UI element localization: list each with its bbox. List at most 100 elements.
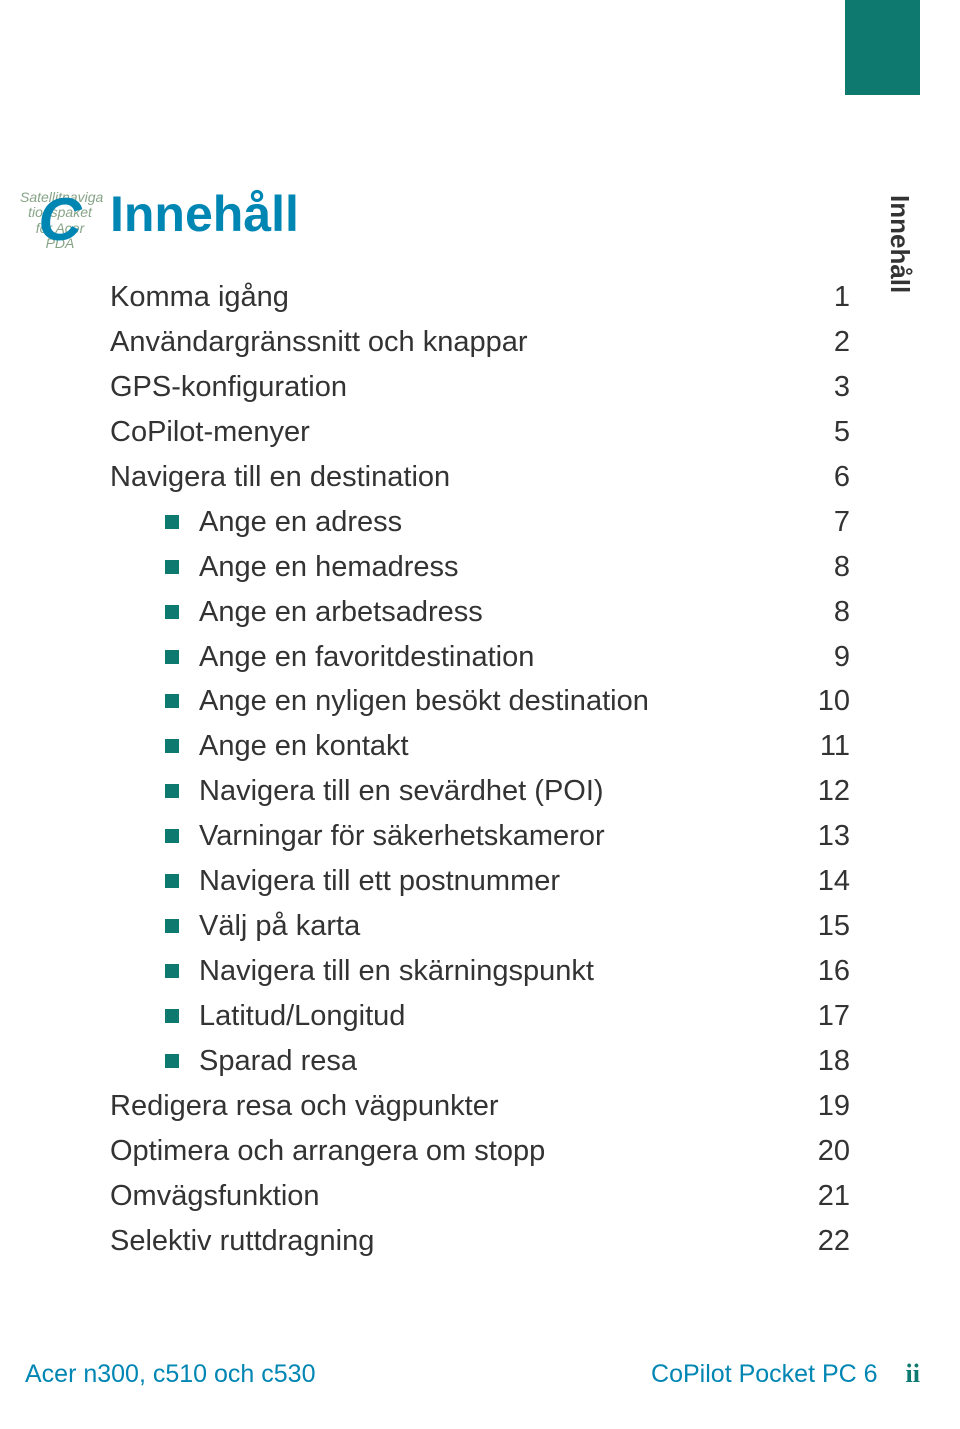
- toc-entry-label-wrap: Navigera till en sevärdhet (POI): [165, 769, 604, 814]
- toc-entry-label: Ange en arbetsadress: [199, 590, 483, 635]
- toc-entry-label: Omvägsfunktion: [110, 1174, 320, 1219]
- product-logo: Satellitnaviga tionspaket för Acer PDA C: [20, 190, 100, 250]
- toc-entry[interactable]: Ange en nyligen besökt destination10: [110, 679, 850, 724]
- toc-entry-label: Navigera till ett postnummer: [199, 859, 560, 904]
- toc-entry-label: GPS-konfiguration: [110, 365, 347, 410]
- toc-entry[interactable]: Omvägsfunktion 21: [110, 1174, 850, 1219]
- toc-entry-page: 16: [818, 949, 850, 994]
- square-bullet-icon: [165, 560, 179, 574]
- toc-entry-label-wrap: Ange en favoritdestination: [165, 635, 534, 680]
- toc-entry-label-wrap: Ange en arbetsadress: [165, 590, 483, 635]
- toc-entry-label-wrap: Sparad resa: [165, 1039, 357, 1084]
- toc-entry-page: 14: [818, 859, 850, 904]
- toc-entry[interactable]: Selektiv ruttdragning 22: [110, 1219, 850, 1264]
- toc-entry[interactable]: Ange en kontakt 11: [110, 724, 850, 769]
- toc-entry-page: 1: [834, 275, 850, 320]
- square-bullet-icon: [165, 650, 179, 664]
- toc-entry-label-wrap: Navigera till ett postnummer: [165, 859, 560, 904]
- square-bullet-icon: [165, 1009, 179, 1023]
- toc-entry[interactable]: Optimera och arrangera om stopp 20: [110, 1129, 850, 1174]
- toc-entry-label: Ange en favoritdestination: [199, 635, 534, 680]
- toc-entry-label: Redigera resa och vägpunkter: [110, 1084, 499, 1129]
- toc-entry-label-wrap: CoPilot-menyer: [110, 410, 310, 455]
- toc-entry[interactable]: Ange en arbetsadress 8: [110, 590, 850, 635]
- footer-page-number: ii: [906, 1359, 920, 1389]
- footer-right-block: CoPilot Pocket PC 6 ii: [651, 1359, 920, 1389]
- square-bullet-icon: [165, 874, 179, 888]
- toc-entry-label-wrap: Ange en adress: [165, 500, 402, 545]
- toc-entry-page: 7: [834, 500, 850, 545]
- toc-entry[interactable]: Användargränssnitt och knappar 2: [110, 320, 850, 365]
- page-title: Innehåll: [110, 185, 299, 243]
- toc-entry[interactable]: Ange en adress 7: [110, 500, 850, 545]
- toc-entry-label: Ange en hemadress: [199, 545, 459, 590]
- square-bullet-icon: [165, 605, 179, 619]
- toc-entry-label: Latitud/Longitud: [199, 994, 405, 1039]
- square-bullet-icon: [165, 829, 179, 843]
- toc-entry-label-wrap: Användargränssnitt och knappar: [110, 320, 528, 365]
- toc-entry-label: Navigera till en skärningspunkt: [199, 949, 594, 994]
- toc-entry-label: Navigera till en destination: [110, 455, 450, 500]
- toc-entry[interactable]: Välj på karta 15: [110, 904, 850, 949]
- toc-entry[interactable]: GPS-konfiguration 3: [110, 365, 850, 410]
- toc-entry-label-wrap: GPS-konfiguration: [110, 365, 347, 410]
- toc-entry-label-wrap: Ange en nyligen besökt destination: [165, 679, 649, 724]
- toc-entry-label-wrap: Ange en hemadress: [165, 545, 459, 590]
- toc-entry-label-wrap: Komma igång: [110, 275, 289, 320]
- toc-entry-page: 19: [818, 1084, 850, 1129]
- toc-entry-page: 2: [834, 320, 850, 365]
- toc-entry[interactable]: Komma igång 1: [110, 275, 850, 320]
- toc-entry[interactable]: Redigera resa och vägpunkter 19: [110, 1084, 850, 1129]
- toc-entry[interactable]: Ange en favoritdestination 9: [110, 635, 850, 680]
- toc-entry[interactable]: Navigera till en skärningspunkt 16: [110, 949, 850, 994]
- toc-entry-page: 6: [834, 455, 850, 500]
- toc-entry-page: 11: [820, 724, 850, 769]
- square-bullet-icon: [165, 919, 179, 933]
- square-bullet-icon: [165, 739, 179, 753]
- toc-entry-label: Sparad resa: [199, 1039, 357, 1084]
- toc-entry-page: 9: [834, 635, 850, 680]
- toc-entry-label-wrap: Navigera till en skärningspunkt: [165, 949, 594, 994]
- toc-entry-page: 15: [818, 904, 850, 949]
- toc-entry[interactable]: Navigera till en destination 6: [110, 455, 850, 500]
- toc-entry-page: 21: [818, 1174, 850, 1219]
- toc-entry-label-wrap: Navigera till en destination: [110, 455, 450, 500]
- toc-entry-label-wrap: Varningar för säkerhetskameror: [165, 814, 605, 859]
- logo-letter: C: [20, 190, 100, 250]
- toc-entry-page: 17: [818, 994, 850, 1039]
- toc-entry-page: 8: [834, 590, 850, 635]
- corner-tab: [845, 0, 920, 95]
- toc-entry-page: 20: [818, 1129, 850, 1174]
- toc-entry[interactable]: CoPilot-menyer 5: [110, 410, 850, 455]
- toc-entry-page: 12: [818, 769, 850, 814]
- page-footer: Acer n300, c510 och c530 CoPilot Pocket …: [25, 1359, 920, 1389]
- toc-entry-label: Selektiv ruttdragning: [110, 1219, 374, 1264]
- toc-entry[interactable]: Navigera till ett postnummer 14: [110, 859, 850, 904]
- toc-entry-label: Ange en adress: [199, 500, 402, 545]
- toc-entry-label: Optimera och arrangera om stopp: [110, 1129, 545, 1174]
- toc-entry[interactable]: Navigera till en sevärdhet (POI) 12: [110, 769, 850, 814]
- toc-entry-label: Användargränssnitt och knappar: [110, 320, 528, 365]
- toc-entry[interactable]: Sparad resa 18: [110, 1039, 850, 1084]
- toc-entry-page: 3: [834, 365, 850, 410]
- toc-entry-label: Ange en kontakt: [199, 724, 409, 769]
- toc-entry-page: 8: [834, 545, 850, 590]
- square-bullet-icon: [165, 1054, 179, 1068]
- toc-entry[interactable]: Ange en hemadress 8: [110, 545, 850, 590]
- toc-entry-label: Välj på karta: [199, 904, 360, 949]
- toc-entry-label: CoPilot-menyer: [110, 410, 310, 455]
- table-of-contents: Komma igång1Användargränssnitt och knapp…: [110, 275, 850, 1264]
- toc-entry-label: Navigera till en sevärdhet (POI): [199, 769, 604, 814]
- footer-left-text: Acer n300, c510 och c530: [25, 1360, 315, 1389]
- toc-entry[interactable]: Varningar för säkerhetskameror13: [110, 814, 850, 859]
- square-bullet-icon: [165, 784, 179, 798]
- section-side-label: Innehåll: [884, 195, 915, 293]
- square-bullet-icon: [165, 694, 179, 708]
- toc-entry[interactable]: Latitud/Longitud 17: [110, 994, 850, 1039]
- toc-entry-label-wrap: Ange en kontakt: [165, 724, 409, 769]
- toc-entry-page: 22: [818, 1219, 850, 1264]
- toc-entry-page: 5: [834, 410, 850, 455]
- toc-entry-label-wrap: Redigera resa och vägpunkter: [110, 1084, 499, 1129]
- toc-entry-page: 18: [818, 1039, 850, 1084]
- square-bullet-icon: [165, 515, 179, 529]
